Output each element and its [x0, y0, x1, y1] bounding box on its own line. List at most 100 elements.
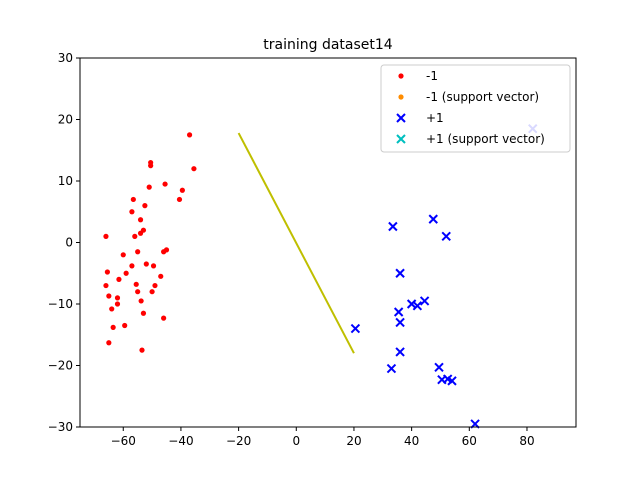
x-tick-label: 60	[462, 434, 477, 448]
y-tick-label: −30	[48, 420, 73, 434]
x-tick-label: −60	[111, 434, 136, 448]
data-point-pos	[395, 317, 405, 328]
x-marker-stroke	[388, 221, 398, 232]
data-point-neg	[135, 249, 141, 255]
x-marker-stroke	[447, 376, 457, 386]
x-marker-stroke	[434, 362, 444, 373]
data-point-neg	[123, 270, 129, 276]
data-point-neg	[138, 298, 144, 304]
x-marker-stroke	[396, 134, 406, 144]
data-point-neg	[161, 315, 167, 321]
data-point-pos	[441, 231, 451, 242]
x-marker-stroke	[428, 214, 438, 224]
data-point-pos	[388, 221, 398, 232]
x-marker-stroke	[395, 317, 405, 328]
data-point-neg	[106, 340, 112, 346]
x-tick-label: 0	[292, 434, 300, 448]
data-point-neg	[140, 310, 147, 316]
data-point-neg	[132, 233, 138, 239]
x-marker-stroke	[442, 374, 453, 384]
data-point-neg	[106, 293, 112, 299]
data-point-neg	[129, 209, 135, 215]
y-tick-label: 10	[58, 174, 73, 188]
x-marker-stroke	[441, 231, 451, 242]
data-point-neg	[158, 273, 164, 279]
legend-marker	[396, 113, 406, 123]
x-marker-stroke	[395, 347, 405, 357]
data-point-pos	[428, 214, 438, 224]
data-point-neg	[103, 233, 109, 239]
separator-line	[237, 132, 355, 354]
data-point-pos	[393, 307, 404, 317]
x-marker-stroke	[386, 363, 397, 374]
y-tick-label: −20	[48, 359, 73, 373]
data-point-neg	[176, 196, 183, 203]
data-point-neg	[114, 295, 121, 301]
legend: -1 -1 (support vector) +1 +1 (support vecto…	[380, 64, 571, 153]
x-axis: −60 −40 −20 0 20 40 60 80	[111, 427, 535, 448]
data-point-neg	[110, 324, 116, 330]
data-point-neg	[142, 203, 148, 209]
data-point-neg	[135, 289, 141, 295]
data-point-neg	[116, 276, 122, 282]
data-point-neg	[122, 322, 128, 329]
data-point-neg	[139, 347, 145, 353]
x-tick-label: −40	[168, 434, 193, 448]
x-tick-label: 40	[404, 434, 419, 448]
x-marker-stroke	[395, 268, 405, 278]
plot-marks	[103, 124, 538, 429]
data-point-neg	[114, 301, 121, 307]
y-tick-label: 20	[58, 113, 73, 127]
legend-label: +1 (support vector)	[426, 132, 545, 146]
data-point-pos	[412, 301, 423, 311]
x-tick-label: 80	[519, 434, 534, 448]
data-point-pos	[419, 296, 430, 306]
data-point-pos	[350, 323, 361, 334]
data-point-pos	[386, 363, 397, 374]
y-axis: −30 −20 −10 0 10 20 30	[48, 51, 80, 434]
data-point-neg	[129, 263, 135, 269]
data-point-pos	[447, 376, 457, 386]
data-point-pos	[395, 347, 405, 357]
data-point-neg	[149, 289, 155, 295]
data-point-neg	[109, 306, 115, 312]
data-point-neg	[148, 163, 154, 169]
data-point-neg	[143, 261, 149, 267]
x-marker-stroke	[393, 307, 404, 317]
data-point-neg	[186, 132, 193, 138]
legend-label: +1	[426, 111, 444, 125]
x-tick-label: 20	[346, 434, 361, 448]
data-point-neg	[130, 196, 136, 203]
y-tick-label: 0	[65, 236, 73, 250]
x-marker-stroke	[419, 296, 430, 306]
y-tick-label: 30	[58, 51, 73, 65]
chart-title: training dataset14	[263, 37, 393, 53]
plot-frame	[79, 57, 577, 428]
data-point-neg	[163, 247, 170, 253]
data-point-pos	[395, 268, 405, 278]
legend-label: -1 (support vector)	[426, 90, 539, 104]
data-point-neg	[137, 217, 144, 223]
data-point-neg	[162, 181, 168, 187]
data-point-pos	[434, 362, 444, 373]
x-tick-label: −20	[226, 434, 251, 448]
legend-marker	[396, 134, 406, 144]
data-point-neg	[179, 187, 185, 193]
legend-marker	[398, 94, 404, 100]
data-point-neg	[146, 184, 152, 190]
x-marker-stroke	[412, 301, 423, 311]
data-point-neg	[104, 269, 110, 275]
x-marker-stroke	[396, 113, 406, 123]
x-marker-stroke	[350, 323, 361, 334]
data-point-neg	[150, 263, 157, 269]
legend-label: -1	[426, 69, 438, 83]
y-tick-label: −10	[48, 297, 73, 311]
data-point-neg	[133, 281, 139, 287]
data-point-neg	[152, 282, 158, 289]
data-point-neg	[140, 227, 147, 233]
data-point-neg	[103, 282, 109, 289]
legend-marker	[398, 73, 404, 79]
data-point-neg	[191, 166, 197, 172]
data-point-neg	[120, 252, 126, 258]
